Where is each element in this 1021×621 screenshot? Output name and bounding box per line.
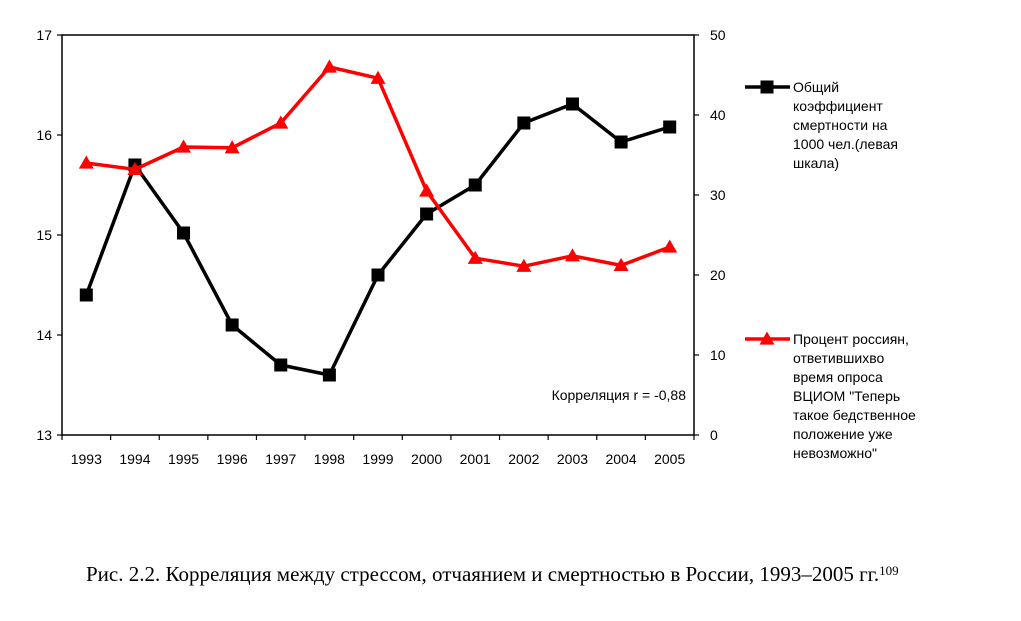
left-axis-tick-label: 15 (36, 227, 52, 243)
right-axis-tick-label: 50 (710, 27, 726, 43)
caption-text: Рис. 2.2. Корреляция между стрессом, отч… (86, 562, 880, 586)
legend-label-line: ВЦИОМ "Теперь (793, 388, 900, 404)
data-point (370, 70, 386, 84)
x-axis-tick-label: 1998 (314, 451, 345, 467)
x-axis-tick-label: 1996 (217, 451, 248, 467)
data-point (565, 97, 579, 111)
data-point (663, 120, 677, 134)
legend-label-line: коэффициент (793, 98, 883, 114)
data-point (467, 250, 483, 264)
legend-label-line: ответившихво (793, 350, 884, 366)
x-axis-tick-label: 1993 (71, 451, 102, 467)
x-axis-tick-label: 2004 (605, 451, 636, 467)
legend-label-line: невозможно" (793, 445, 877, 461)
data-point (371, 268, 385, 282)
x-axis-tick-label: 2002 (508, 451, 539, 467)
right-axis-tick-label: 30 (710, 187, 726, 203)
data-point (516, 258, 532, 272)
series-line (84, 102, 671, 377)
legend-item-survey: Процент россиян, ответившихво время опроса… (745, 331, 916, 461)
x-axis-tick-label: 2003 (557, 451, 588, 467)
data-point (468, 178, 482, 192)
data-point (420, 207, 434, 221)
left-axis-tick-label: 17 (36, 27, 52, 43)
legend-label-line: положение уже (793, 426, 893, 442)
figure-caption: Рис. 2.2. Корреляция между стрессом, отч… (6, 562, 986, 587)
data-point (127, 161, 143, 176)
data-point (176, 139, 192, 153)
legend-swatch-marker (760, 80, 774, 94)
legend-label-line: Общий (793, 79, 839, 95)
left-axis-tick-label: 13 (36, 427, 52, 443)
x-axis-tick-label: 2001 (460, 451, 491, 467)
data-point (613, 257, 629, 272)
correlation-annotation: Корреляция r = -0,88 (552, 387, 687, 403)
legend-label-line: 1000 чел.(левая (793, 136, 898, 152)
data-point (321, 59, 337, 73)
legend-label-line: такое бедственное (793, 407, 916, 423)
x-axis-tick-label: 2000 (411, 451, 442, 467)
data-point (273, 115, 289, 129)
data-point (78, 155, 94, 169)
data-point (322, 368, 336, 382)
data-point (224, 140, 240, 154)
axes: 13 14 15 16 17 0 10 20 30 40 50 1993 1994 1995 1996 199… (36, 27, 725, 467)
legend-label-line: Процент россиян, (793, 331, 909, 347)
x-axis-tick-label: 1994 (119, 451, 150, 467)
left-axis-tick-label: 16 (36, 127, 52, 143)
series-layer (78, 59, 678, 382)
left-axis-tick-label: 14 (36, 327, 52, 343)
x-axis-tick-label: 1999 (362, 451, 393, 467)
legend-label-line: смертности на (793, 117, 888, 133)
right-axis-tick-label: 40 (710, 107, 726, 123)
right-axis-tick-label: 20 (710, 267, 726, 283)
legend-item-mortality: Общий коэффициент смертности на 1000 чел.(л… (745, 79, 898, 171)
x-axis-tick-label: 1997 (265, 451, 296, 467)
data-point (274, 358, 288, 372)
right-axis-tick-label: 10 (710, 347, 726, 363)
right-axis-tick-label: 0 (710, 427, 718, 443)
caption-footnote: 109 (879, 563, 899, 578)
series-line (86, 65, 671, 268)
data-point (225, 318, 239, 332)
data-point (564, 248, 580, 262)
legend-label-line: шкала) (793, 155, 839, 171)
plot-frame (61, 34, 695, 436)
x-axis-tick-label: 2005 (654, 451, 685, 467)
data-point (177, 226, 191, 240)
data-point (517, 116, 531, 130)
x-axis-tick-label: 1995 (168, 451, 199, 467)
legend-label-line: время опроса (793, 369, 883, 385)
data-point (79, 288, 93, 302)
series-mortality (79, 97, 677, 382)
legend-swatch-marker (759, 331, 775, 345)
data-point (614, 135, 628, 149)
data-point (419, 183, 435, 197)
legend: Общий коэффициент смертности на 1000 чел.(л… (745, 79, 916, 461)
data-point (662, 239, 678, 253)
series-survey (78, 59, 678, 272)
